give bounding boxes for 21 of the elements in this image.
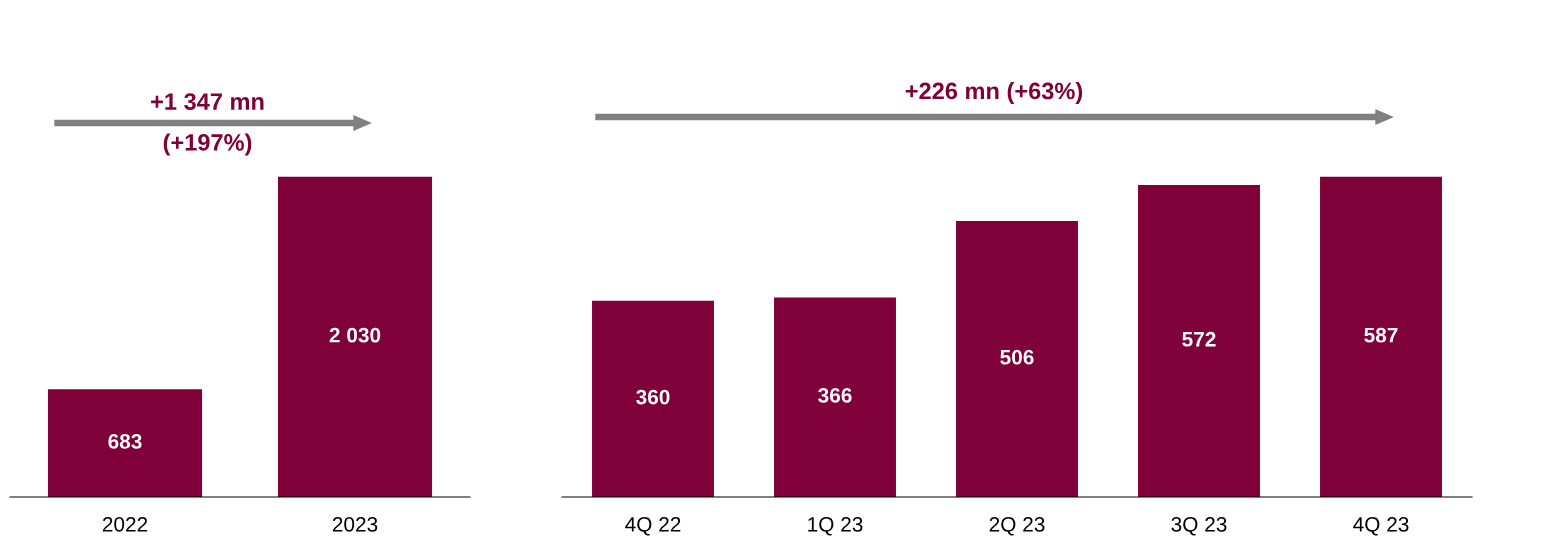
data-label: 572 — [1182, 331, 1216, 347]
bar — [1320, 176, 1442, 497]
x-tick-label: 4Q 23 — [1353, 516, 1409, 536]
x-tick-label: 1Q 23 — [808, 516, 863, 536]
text: +226 mn (+63%) — [905, 82, 1083, 105]
data-label: 506 — [1000, 349, 1034, 365]
data-label: 366 — [818, 388, 852, 403]
x-tick-label: 2Q 23 — [989, 516, 1045, 536]
text: +1 347 mn (+197%) — [151, 93, 264, 156]
x-tick-label: 2022 — [102, 516, 148, 532]
bar — [1138, 185, 1260, 497]
x-tick-label: 3Q 23 — [1171, 516, 1227, 536]
data-label: 683 — [108, 433, 142, 449]
bar — [774, 297, 896, 497]
data-label: 360 — [636, 389, 670, 405]
data-label: 2 030 — [329, 327, 381, 343]
x-tick-label: 4Q 22 — [625, 516, 681, 536]
bar — [956, 221, 1078, 497]
data-label: 587 — [1364, 327, 1398, 343]
x-tick-label: 2023 — [332, 516, 378, 532]
bar — [592, 300, 714, 497]
